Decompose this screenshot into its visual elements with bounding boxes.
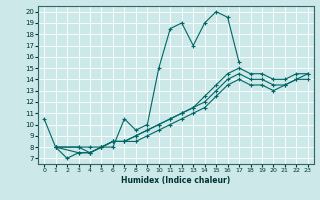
X-axis label: Humidex (Indice chaleur): Humidex (Indice chaleur) <box>121 176 231 185</box>
